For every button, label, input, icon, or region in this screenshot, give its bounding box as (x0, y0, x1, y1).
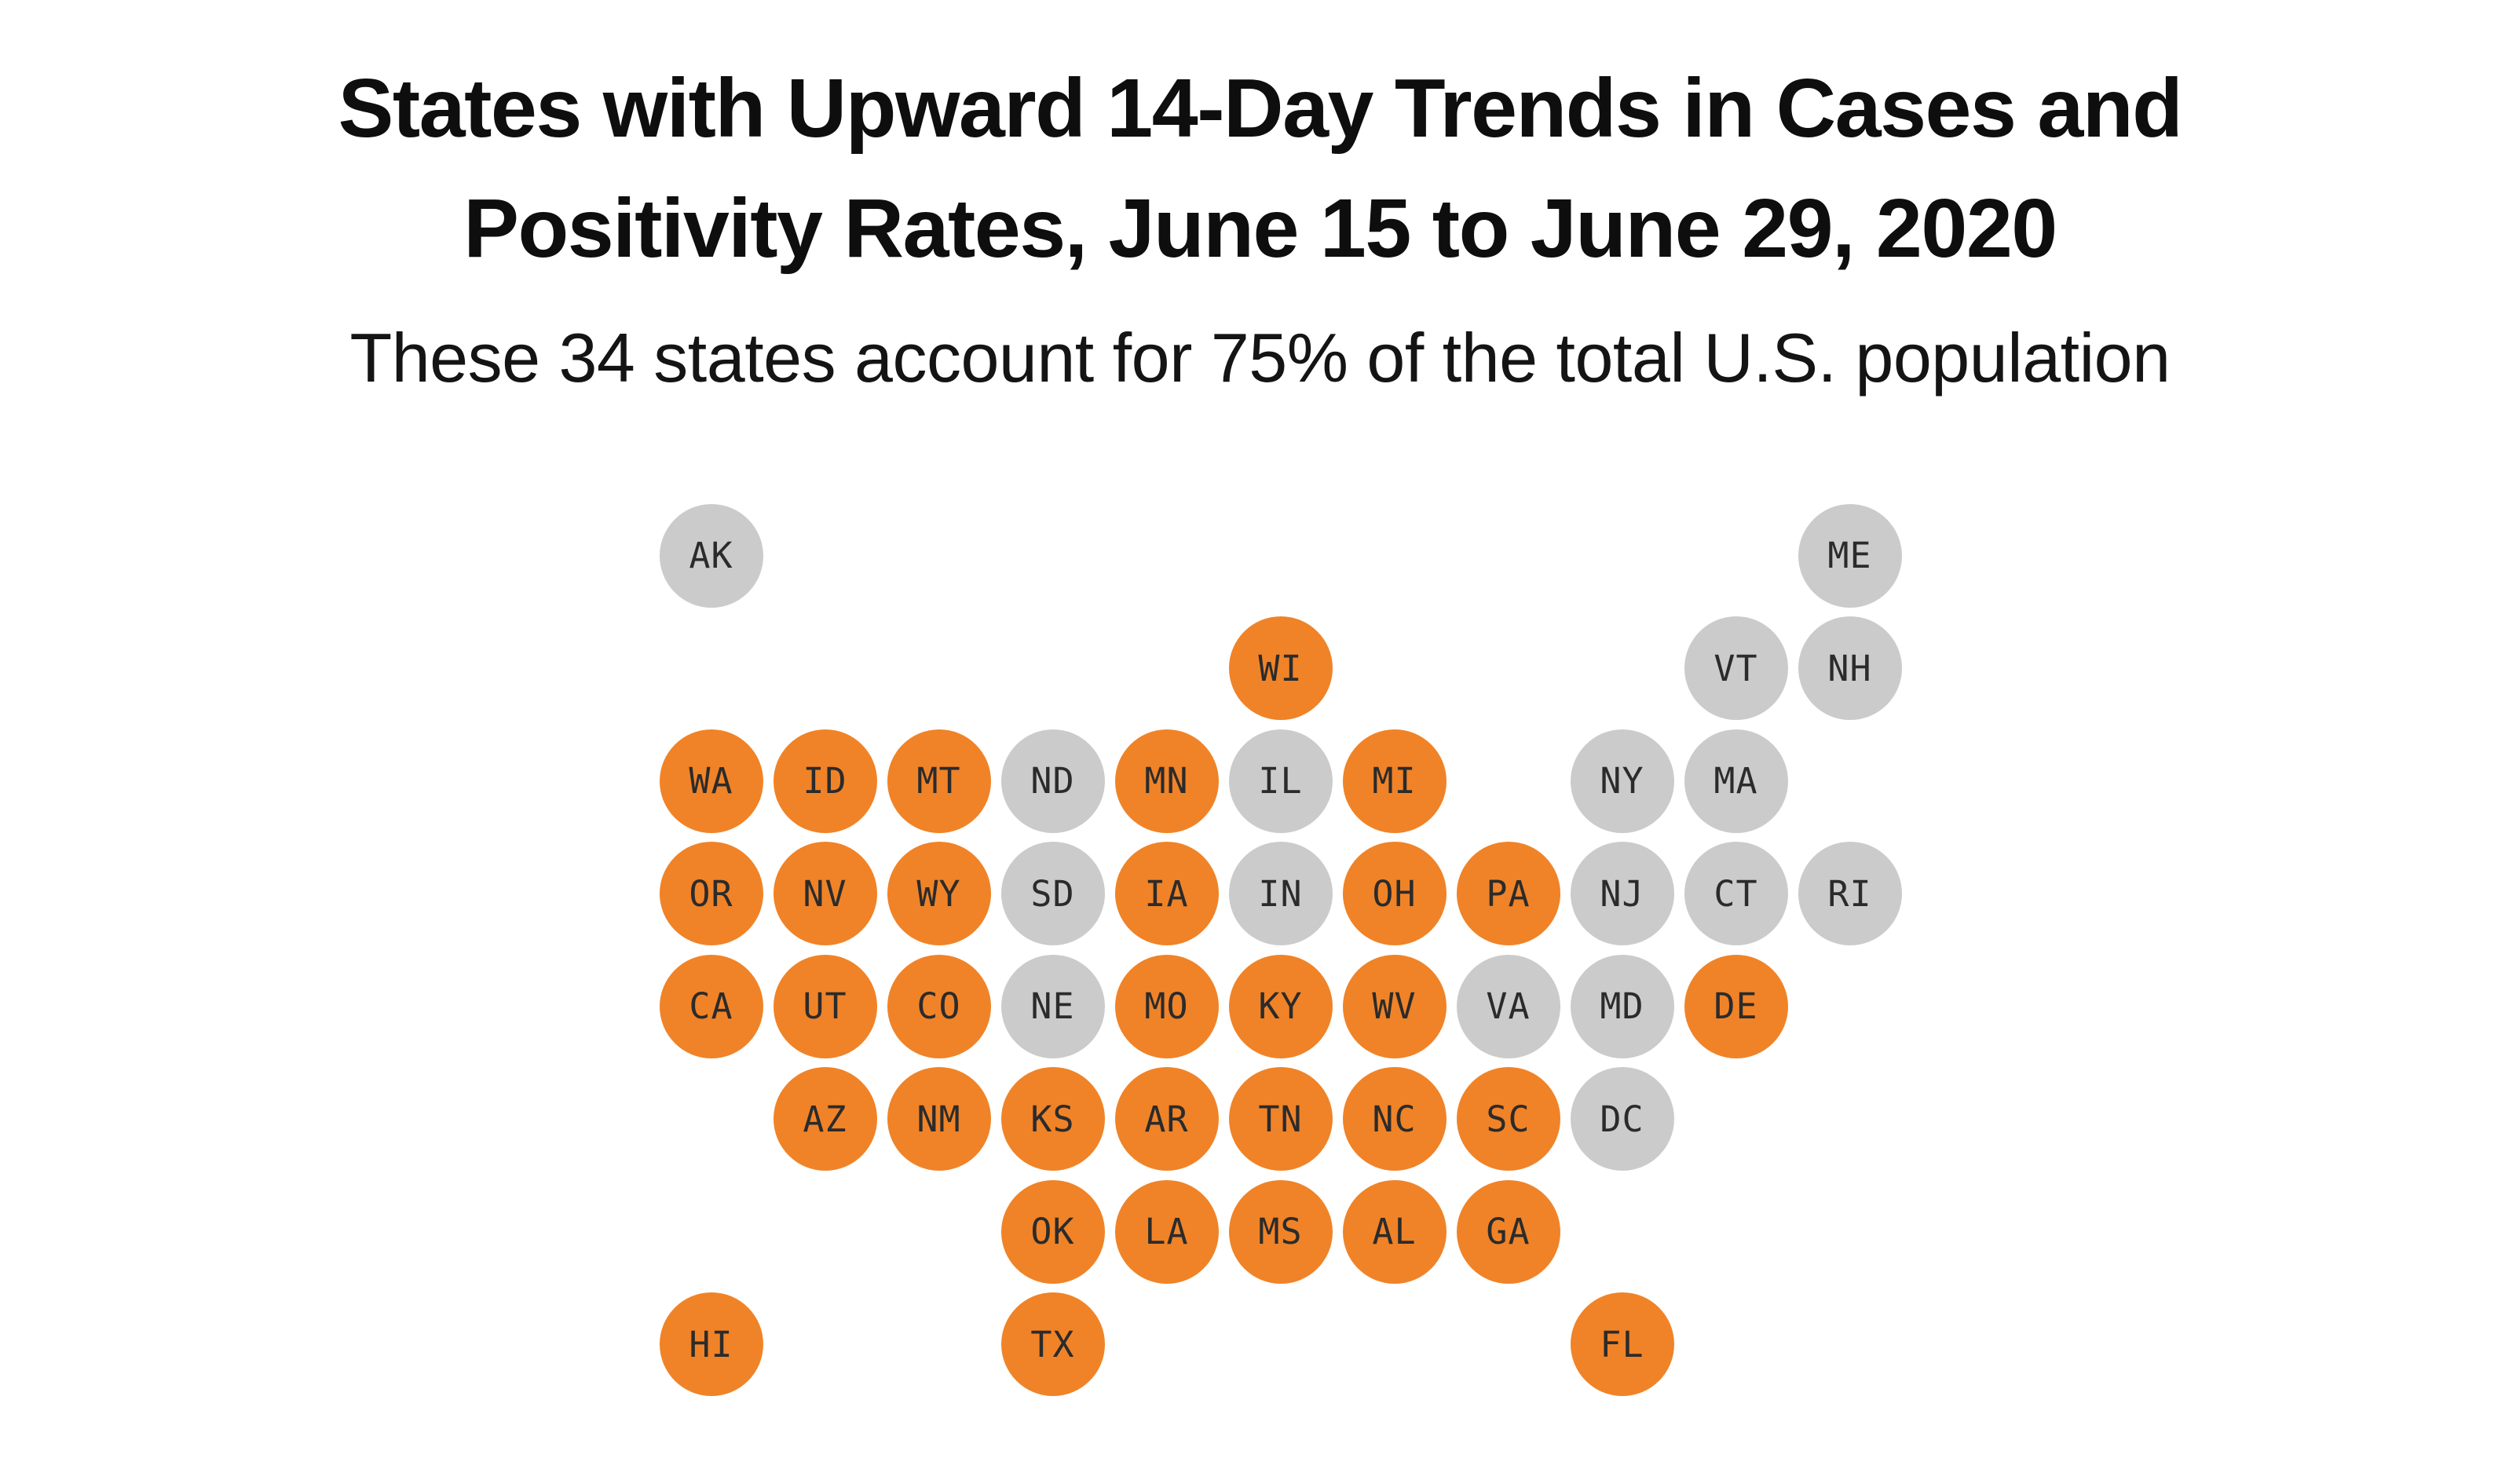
state-tile-nj: NJ (1570, 842, 1674, 946)
state-tile-nc: NC (1342, 1067, 1447, 1171)
state-tile-ky: KY (1228, 954, 1333, 1058)
state-tile-fl: FL (1570, 1292, 1674, 1397)
state-tile-id: ID (773, 729, 877, 833)
state-tile-in: IN (1228, 842, 1333, 946)
state-tile-wy: WY (887, 842, 991, 946)
chart-title: States with Upward 14-Day Trends in Case… (31, 49, 2489, 288)
state-tile-mi: MI (1342, 729, 1447, 833)
state-tile-ma: MA (1684, 729, 1788, 833)
state-tile-vt: VT (1684, 616, 1788, 721)
state-tile-pa: PA (1456, 842, 1560, 946)
state-tile-ks: KS (1000, 1067, 1105, 1171)
state-tile-ny: NY (1570, 729, 1674, 833)
state-tile-oh: OH (1342, 842, 1447, 946)
chart-title-line1: States with Upward 14-Day Trends in Case… (338, 62, 2183, 155)
state-tile-co: CO (887, 954, 991, 1058)
state-tile-ca: CA (659, 954, 763, 1058)
state-tile-or: OR (659, 842, 763, 946)
state-tile-il: IL (1228, 729, 1333, 833)
state-tile-nv: NV (773, 842, 877, 946)
state-tile-wv: WV (1342, 954, 1447, 1058)
state-tile-la: LA (1114, 1179, 1219, 1284)
tile-grid-map: AK ME WI VT NH WA ID MT ND MN IL MI NY MA OR NV WY SD IA IN… (654, 499, 1907, 1401)
state-tile-ga: GA (1456, 1179, 1560, 1284)
state-tile-nm: NM (887, 1067, 991, 1171)
state-tile-ak: AK (659, 503, 763, 608)
state-tile-tn: TN (1228, 1067, 1333, 1171)
state-tile-wi: WI (1228, 616, 1333, 721)
state-tile-az: AZ (773, 1067, 877, 1171)
chart-header: States with Upward 14-Day Trends in Case… (0, 49, 2520, 405)
state-tile-ms: MS (1228, 1179, 1333, 1284)
state-tile-sd: SD (1000, 842, 1105, 946)
state-tile-md: MD (1570, 954, 1674, 1058)
state-tile-ct: CT (1684, 842, 1788, 946)
chart-subtitle: These 34 states account for 75% of the t… (349, 319, 2171, 397)
state-tile-me: ME (1798, 503, 1902, 608)
state-tile-wa: WA (659, 729, 763, 833)
state-tile-sc: SC (1456, 1067, 1560, 1171)
state-tile-hi: HI (659, 1292, 763, 1397)
state-tile-de: DE (1684, 954, 1788, 1058)
state-tile-nd: ND (1000, 729, 1105, 833)
state-tile-ri: RI (1798, 842, 1902, 946)
state-tile-ia: IA (1114, 842, 1219, 946)
state-tile-mo: MO (1114, 954, 1219, 1058)
state-tile-tx: TX (1000, 1292, 1105, 1397)
state-tile-al: AL (1342, 1179, 1447, 1284)
chart-title-line2: Positivity Rates, June 15 to June 29, 20… (463, 181, 2057, 275)
state-tile-ar: AR (1114, 1067, 1219, 1171)
state-tile-ne: NE (1000, 954, 1105, 1058)
state-tile-ok: OK (1000, 1179, 1105, 1284)
state-tile-ut: UT (773, 954, 877, 1058)
state-tile-mn: MN (1114, 729, 1219, 833)
state-tile-nh: NH (1798, 616, 1902, 721)
state-tile-dc: DC (1570, 1067, 1674, 1171)
state-tile-mt: MT (887, 729, 991, 833)
state-tile-va: VA (1456, 954, 1560, 1058)
